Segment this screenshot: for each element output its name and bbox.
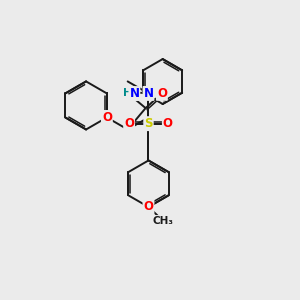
Text: CH₃: CH₃: [153, 216, 174, 226]
Text: O: O: [157, 87, 167, 100]
Text: O: O: [102, 111, 112, 124]
Text: N: N: [129, 87, 140, 100]
Text: O: O: [163, 117, 173, 130]
Text: H: H: [123, 88, 132, 98]
Text: S: S: [144, 117, 153, 130]
Text: O: O: [124, 117, 134, 130]
Text: N: N: [143, 87, 154, 100]
Text: O: O: [143, 200, 154, 214]
